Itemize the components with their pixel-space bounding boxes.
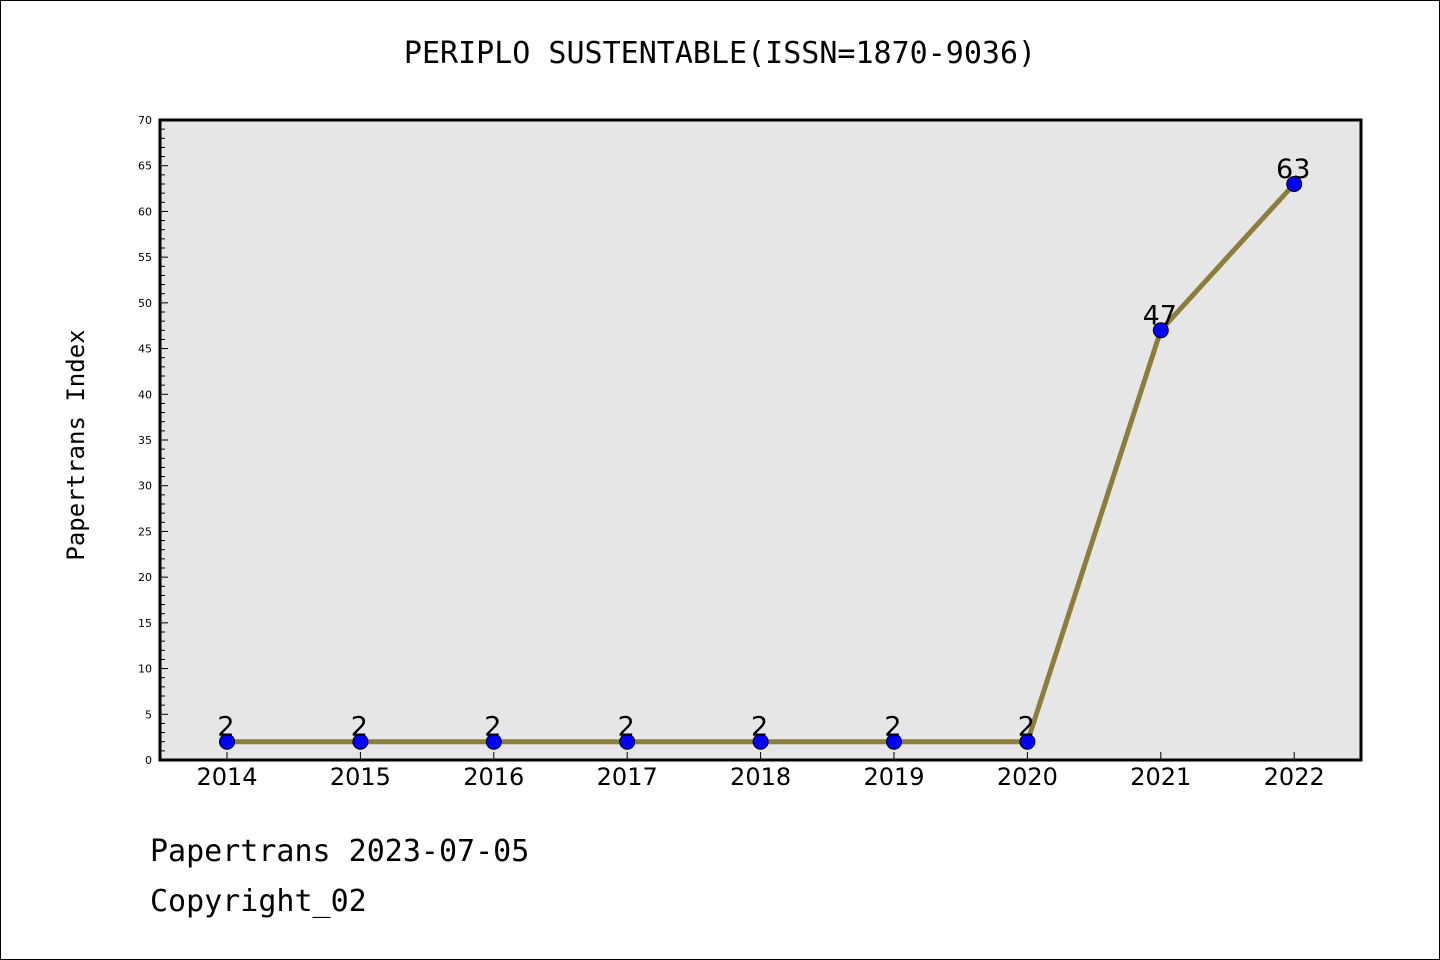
y-tick-label: 30 <box>138 480 152 493</box>
x-tick-label: 2021 <box>1130 763 1191 791</box>
x-tick-label: 2022 <box>1264 763 1325 791</box>
data-labels: 2 2 2 2 2 2 2 47 63 <box>217 154 1310 743</box>
y-tick-label: 0 <box>145 754 152 767</box>
y-tick-label: 50 <box>138 297 152 310</box>
data-point-label: 2 <box>751 712 768 743</box>
data-point-marker <box>352 733 369 750</box>
x-tick-label: 2016 <box>463 763 524 791</box>
y-tick-label: 15 <box>138 617 152 630</box>
y-tick-label: 65 <box>138 160 152 173</box>
data-point-marker <box>485 733 502 750</box>
data-point-label: 2 <box>618 712 635 743</box>
y-tick-label: 40 <box>138 388 152 401</box>
data-point-marker <box>619 733 636 750</box>
x-tick-label: 2017 <box>597 763 658 791</box>
x-tick-label: 2018 <box>730 763 791 791</box>
y-tick-label: 60 <box>138 205 152 218</box>
data-point-label: 2 <box>484 712 501 743</box>
y-tick-label: 70 <box>138 114 152 127</box>
x-tick-label: 2020 <box>997 763 1058 791</box>
y-tick-label: 20 <box>138 571 152 584</box>
data-point-marker <box>752 733 769 750</box>
footer-copyright-line: Copyright_02 <box>150 884 367 919</box>
x-axis-ticks: 2014 2015 2016 2017 2018 2019 2020 2021 2022 <box>196 752 1325 791</box>
data-point-marker <box>1019 733 1036 750</box>
y-tick-label: 35 <box>138 434 152 447</box>
y-tick-label: 5 <box>145 708 152 721</box>
y-axis-ticks: 0 5 10 15 20 25 30 35 40 45 50 55 60 65 70 <box>138 114 168 767</box>
data-point-marker <box>886 733 902 750</box>
y-tick-label: 55 <box>138 251 152 264</box>
x-tick-label: 2019 <box>863 763 924 791</box>
plot-area <box>158 118 1363 762</box>
data-markers <box>219 176 1303 750</box>
y-tick-label: 45 <box>138 343 152 356</box>
data-point-label: 47 <box>1143 300 1177 331</box>
x-tick-label: 2015 <box>330 763 391 791</box>
data-point-label: 2 <box>217 712 234 743</box>
y-tick-label: 10 <box>138 663 152 676</box>
data-point-marker <box>1152 322 1169 339</box>
data-point-label: 2 <box>1018 712 1035 743</box>
data-point-label: 63 <box>1276 154 1310 185</box>
footer-date-line: Papertrans 2023-07-05 <box>150 834 530 869</box>
data-point-label: 2 <box>351 712 368 743</box>
y-tick-label: 25 <box>138 525 152 538</box>
x-tick-label: 2014 <box>196 763 257 791</box>
data-point-marker <box>219 733 235 750</box>
chart-title: PERIPLO SUSTENTABLE(ISSN=1870-9036) <box>403 36 1037 71</box>
data-point-label: 2 <box>884 712 901 743</box>
data-point-marker <box>1286 176 1303 192</box>
